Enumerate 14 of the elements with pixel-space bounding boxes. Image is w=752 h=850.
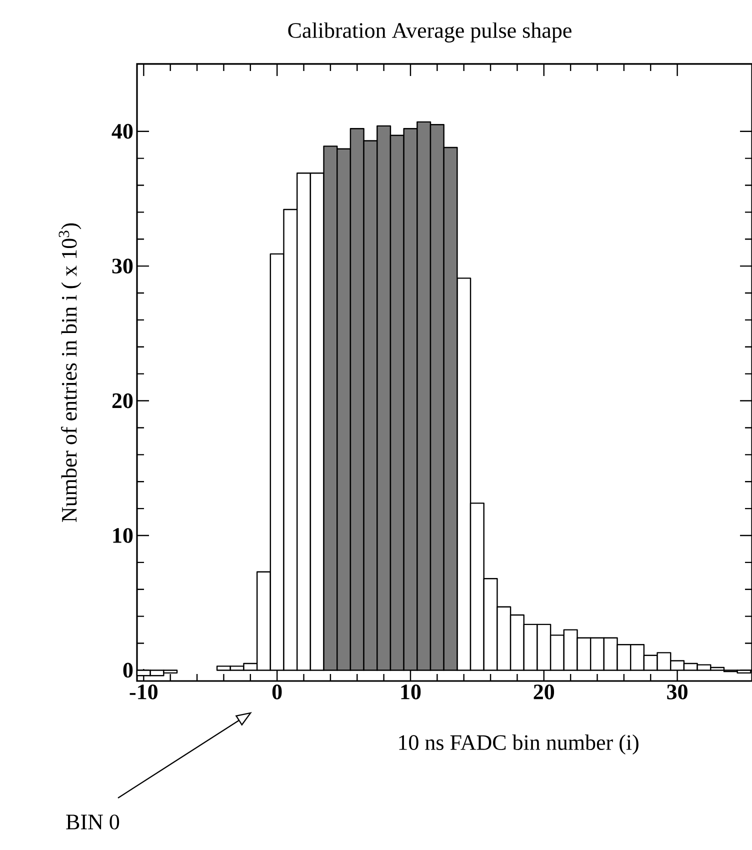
y-axis-title: Number of entries in bin i ( x 10$^{3}$) [58, 223, 82, 522]
y-tick-label: 10 [113, 528, 133, 543]
y-tick-label: 40 [112, 124, 133, 139]
y-tick-label: 20 [112, 393, 133, 408]
y-tick-label: 0 [123, 662, 133, 678]
x-tick-label: 20 [534, 684, 554, 700]
x-tick-label: -10 [130, 684, 158, 700]
y-tick-label: 30 [112, 258, 133, 274]
x-tick-label: 10 [401, 684, 421, 700]
x-tick-label: 30 [667, 684, 688, 700]
x-tick-label: 0 [272, 684, 282, 700]
x-axis-title: 10 ns FADC bin number (i) [399, 734, 638, 754]
chart-title: Calibration Average pulse shape [288, 22, 572, 42]
text: BIN 0 [66, 814, 120, 830]
